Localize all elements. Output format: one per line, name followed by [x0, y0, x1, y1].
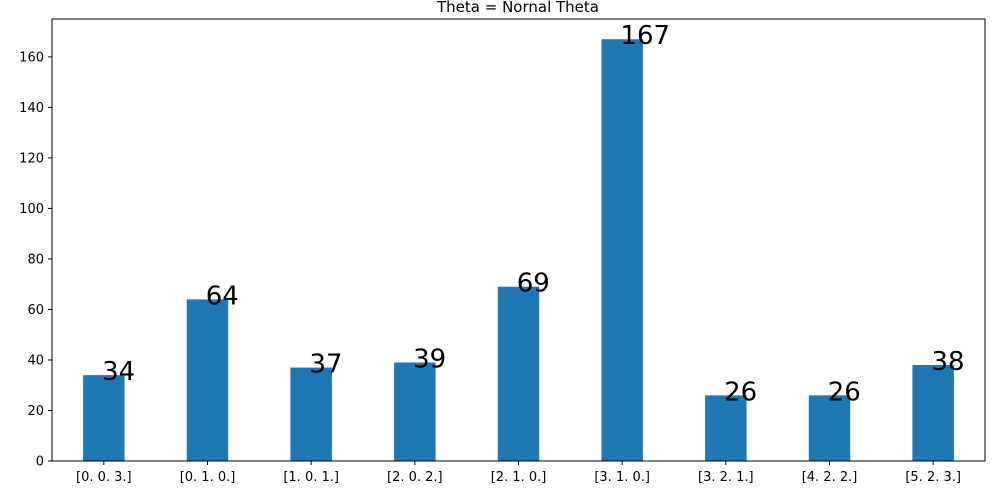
x-tick-label-3: [2. 0. 2.] — [387, 470, 443, 485]
bar-8 — [912, 365, 954, 461]
y-tick-label-5: 100 — [19, 202, 44, 217]
x-tick-label-0: [0. 0. 3.] — [76, 470, 132, 485]
bar-3 — [394, 362, 436, 461]
bar-1 — [186, 299, 229, 461]
bar-2 — [290, 367, 332, 461]
data-label-8: 38 — [931, 347, 964, 377]
data-label-7: 26 — [828, 377, 861, 407]
x-tick-label-2: [1. 0. 1.] — [283, 470, 339, 485]
bars — [83, 39, 954, 461]
y-tick-label-2: 40 — [27, 353, 44, 368]
x-tick-label-5: [3. 1. 0.] — [594, 470, 650, 485]
y-tick-label-7: 140 — [19, 101, 44, 116]
bar-7 — [808, 395, 851, 461]
data-label-6: 26 — [724, 377, 757, 407]
y-tick-label-0: 0 — [36, 455, 44, 470]
x-tick-label-6: [3. 2. 1.] — [698, 470, 754, 485]
bar-4 — [497, 286, 540, 461]
data-label-4: 69 — [517, 269, 550, 299]
data-labels: 34 64 37 39 69 167 26 26 38 — [102, 21, 964, 407]
x-tick-label-8: [5. 2. 3.] — [905, 470, 961, 485]
x-axis: [0. 0. 3.] [0. 1. 0.] [1. 0. 1.] [2. 0. 2.]… — [76, 461, 961, 485]
y-axis: 0 20 40 60 80 100 120 140 160 — [19, 50, 52, 470]
y-tick-label-8: 160 — [19, 50, 44, 65]
data-label-3: 39 — [413, 344, 446, 374]
y-tick-label-3: 60 — [27, 303, 44, 318]
x-tick-label-7: [4. 2. 2.] — [802, 470, 858, 485]
x-tick-label-1: [0. 1. 0.] — [180, 470, 236, 485]
y-tick-label-1: 20 — [27, 404, 44, 419]
x-tick-label-4: [2. 1. 0.] — [491, 470, 547, 485]
plot-frame — [51, 18, 986, 462]
data-label-1: 64 — [206, 281, 239, 311]
data-label-2: 37 — [309, 350, 342, 380]
bar-0 — [83, 375, 125, 461]
y-tick-label-6: 120 — [19, 151, 44, 166]
bar-6 — [705, 395, 747, 461]
data-label-0: 34 — [102, 357, 135, 387]
chart-title: Theta = Nornal Theta — [436, 0, 599, 16]
data-label-5: 167 — [620, 21, 670, 51]
y-tick-label-4: 80 — [27, 252, 44, 267]
bar-5 — [601, 39, 643, 461]
